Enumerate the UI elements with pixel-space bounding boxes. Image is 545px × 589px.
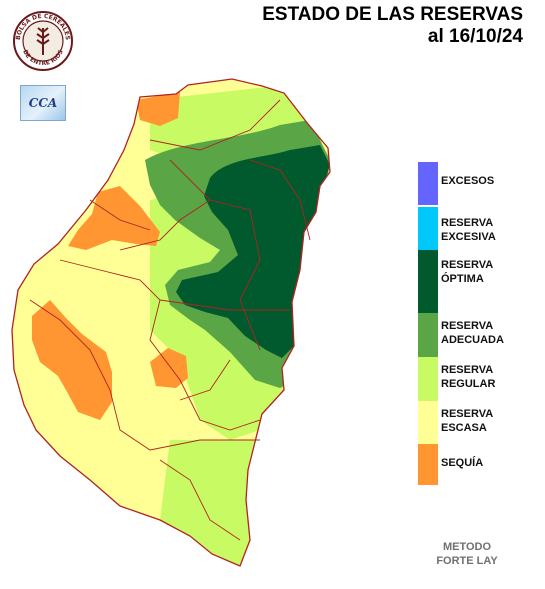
department-borders xyxy=(29,99,311,541)
zone-sequia-southwest xyxy=(32,300,112,420)
legend-label-line-1: RESERVA xyxy=(441,217,494,229)
legend-swatch xyxy=(418,357,438,401)
legend-label-line-2: ÓPTIMA xyxy=(441,273,484,285)
legend-swatch xyxy=(418,313,438,357)
method-label: METODO FORTE LAY xyxy=(422,540,512,568)
title-line-2: al 16/10/24 xyxy=(427,26,523,47)
legend-label: RESERVA ÓPTIMA xyxy=(441,258,493,286)
border-5 xyxy=(29,299,121,431)
border-9 xyxy=(159,459,241,541)
legend-swatch xyxy=(418,401,438,444)
legend-swatch xyxy=(418,162,438,205)
bolsa-cereales-seal-logo: BOLSA DE CEREALES DE ENTRE RIOS xyxy=(12,10,74,72)
legend-swatch xyxy=(418,207,438,250)
border-2 xyxy=(169,159,261,351)
legend-swatch xyxy=(418,250,438,313)
legend-label-line-1: SEQUÍA xyxy=(441,457,484,469)
legend-label-line-2: REGULAR xyxy=(441,378,496,390)
border-11 xyxy=(89,199,151,231)
legend-label: SEQUÍA xyxy=(441,456,483,470)
legend-label: RESERVA REGULAR xyxy=(441,363,495,391)
legend-label-line-2: ADECUADA xyxy=(441,334,504,346)
legend-label-line-2: EXCESIVA xyxy=(441,231,496,243)
border-7 xyxy=(159,299,290,311)
province-outline xyxy=(11,78,331,567)
border-6 xyxy=(119,429,260,451)
legend-label: RESERVA ESCASA xyxy=(441,407,493,435)
border-4 xyxy=(59,259,181,381)
legend-label-line-1: EXCESOS xyxy=(441,175,495,187)
border-10 xyxy=(249,159,311,241)
border-1 xyxy=(149,99,281,151)
legend-label-line-1: RESERVA xyxy=(441,320,494,332)
border-3 xyxy=(119,199,211,251)
cca-logo-badge: CCA xyxy=(20,85,66,121)
zone-sequia-west xyxy=(68,186,160,250)
zone-regular-south xyxy=(160,440,260,566)
method-line-2: FORTE LAY xyxy=(436,555,498,567)
legend-label: EXCESOS xyxy=(441,174,494,188)
legend-label: RESERVA ADECUADA xyxy=(441,319,504,347)
legend-label-line-1: RESERVA xyxy=(441,364,494,376)
legend-swatch xyxy=(418,444,438,485)
legend-label-line-1: RESERVA xyxy=(441,408,494,420)
page-title: ESTADO DE LAS RESERVAS al 16/10/24 xyxy=(262,4,523,48)
legend-label-line-2: ESCASA xyxy=(441,422,487,434)
title-line-1: ESTADO DE LAS RESERVAS xyxy=(262,4,523,25)
legend-label-line-1: RESERVA xyxy=(441,259,494,271)
border-8 xyxy=(179,379,261,431)
legend-label: RESERVA EXCESIVA xyxy=(441,216,496,244)
border-12 xyxy=(179,359,231,401)
method-line-1: METODO xyxy=(442,541,492,553)
zone-sequia-north xyxy=(136,92,180,126)
